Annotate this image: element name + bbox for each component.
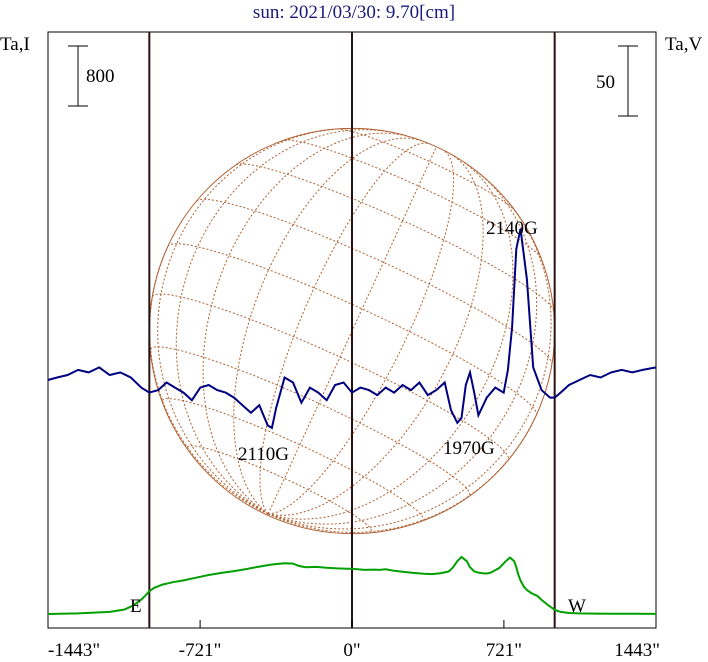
- chart-title: sun: 2021/03/30: 9.70[cm]: [252, 2, 456, 23]
- annotation-2110g: 2110G: [238, 444, 289, 465]
- x-tick-label: 721": [486, 640, 522, 661]
- grid-longitude-line: [267, 415, 537, 533]
- grid-longitude-line: [233, 137, 422, 515]
- grid-longitude-line: [157, 127, 348, 515]
- grid-latitude-line: [337, 128, 516, 211]
- intensity-curve: [47, 555, 657, 615]
- grid-longitude-line: [268, 153, 484, 516]
- grid-longitude-line: [267, 170, 538, 525]
- y-label-left: Ta,I: [0, 34, 30, 55]
- grid-latitude-line: [283, 139, 542, 259]
- grid-latitude-line: [151, 293, 510, 461]
- scale-label-left: 800: [86, 66, 115, 87]
- grid-longitude-line: [259, 142, 429, 515]
- x-tick-label: -721": [179, 640, 222, 661]
- grid-longitude-line: [268, 150, 455, 515]
- grid-longitude-line: [202, 132, 409, 515]
- grid-latitude-line: [196, 198, 553, 365]
- annotation-2140g: 2140G: [486, 218, 538, 239]
- limb-label-east: E: [130, 596, 142, 617]
- grid-latitude-line: [236, 163, 554, 311]
- x-tick-label: -1443": [48, 640, 100, 661]
- scale-bar-right: [618, 45, 638, 117]
- grid-longitude-line: [149, 246, 269, 515]
- x-tick-label: 1443": [614, 640, 660, 661]
- scale-label-right: 50: [596, 72, 615, 93]
- limb-label-west: W: [568, 596, 586, 617]
- grid-latitude-line: [162, 398, 424, 521]
- x-axis-ticks: -1443" -721" 0" 721" 1443": [47, 620, 660, 661]
- annotation-1970g: 1970G: [443, 438, 495, 459]
- polarization-curve: [47, 228, 657, 430]
- y-label-right: Ta,V: [665, 34, 702, 55]
- grid-longitude-line: [175, 129, 394, 515]
- grid-longitude-line: [267, 160, 514, 520]
- solar-disk-grid: [148, 127, 556, 535]
- x-tick-label: 0": [343, 640, 360, 661]
- grid-longitude-line: [267, 146, 437, 515]
- scale-bar-left: [68, 45, 88, 107]
- grid-longitude-line: [267, 202, 552, 530]
